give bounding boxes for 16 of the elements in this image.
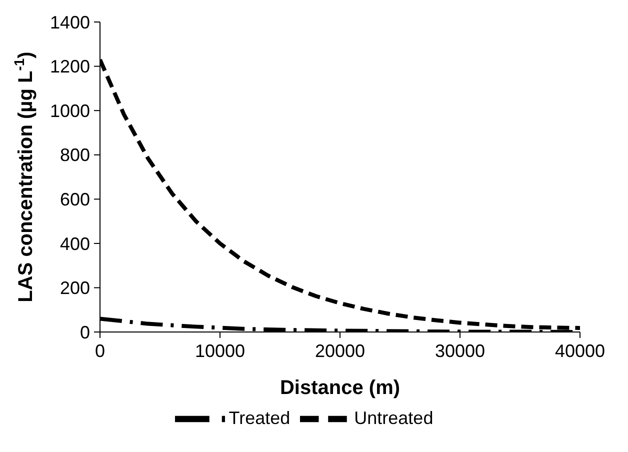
legend-label: Treated — [228, 408, 290, 428]
legend-label: Untreated — [354, 408, 434, 428]
y-tick-label: 600 — [60, 190, 90, 210]
x-tick-label: 0 — [94, 340, 106, 361]
x-tick-label: 10000 — [194, 340, 246, 361]
y-tick-label: 800 — [60, 145, 90, 166]
y-tick-label: 0 — [80, 322, 90, 342]
y-tick-label: 1200 — [50, 56, 90, 77]
x-tick-label: 40000 — [554, 340, 606, 361]
x-tick-label: 30000 — [434, 340, 486, 361]
y-tick-label: 400 — [60, 234, 90, 254]
y-tick-label: 200 — [60, 278, 90, 298]
y-tick-label: 1400 — [50, 12, 90, 32]
x-axis-title: Distance (m) — [280, 377, 400, 399]
x-tick-label: 20000 — [314, 340, 366, 361]
y-tick-label: 1000 — [50, 100, 90, 121]
